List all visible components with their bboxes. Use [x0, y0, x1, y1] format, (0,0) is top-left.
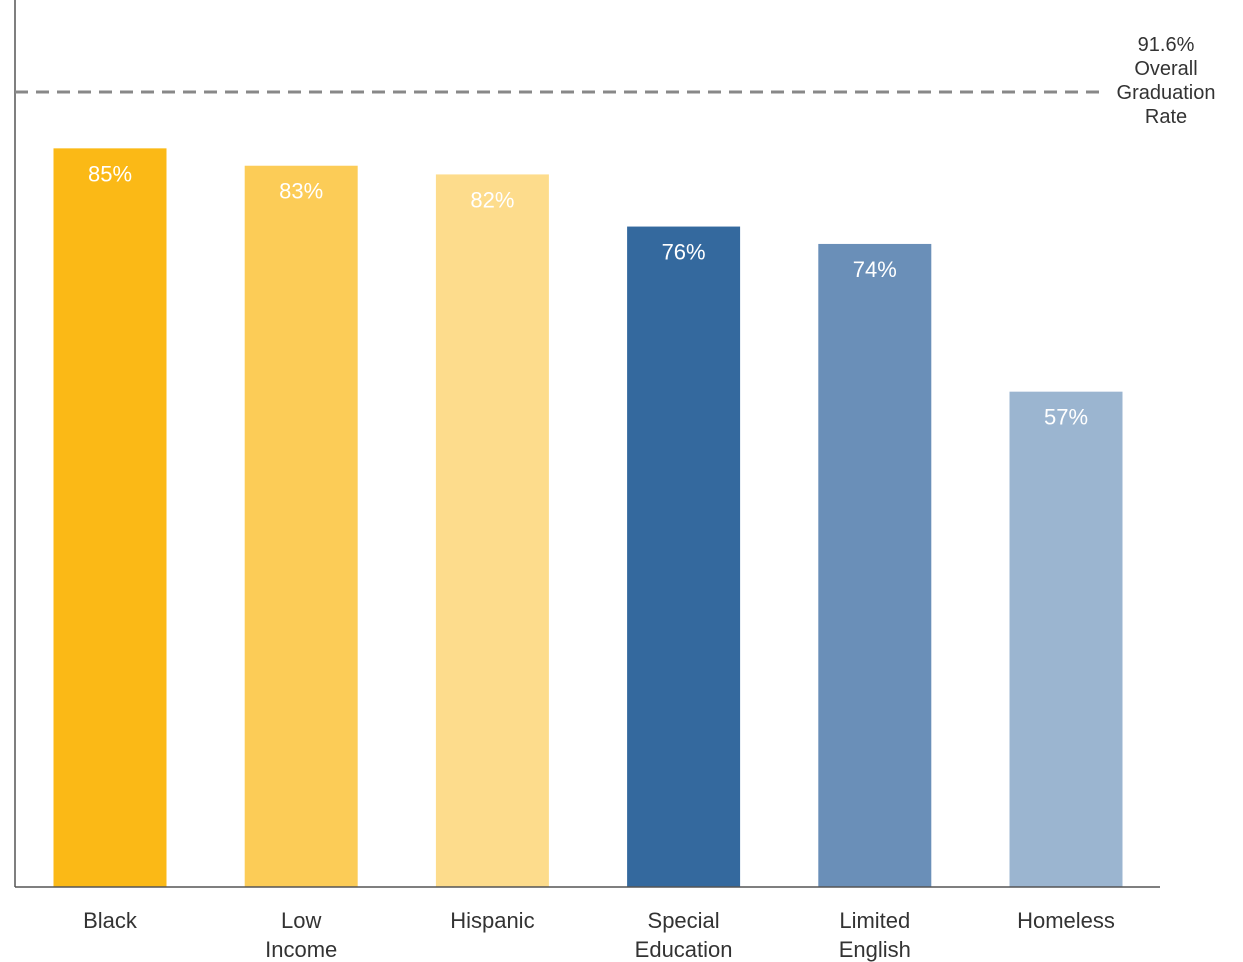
category-label-line: Homeless [1017, 908, 1115, 933]
reference-label-line: Graduation [1117, 82, 1216, 104]
category-label-line: Low [281, 908, 321, 933]
bar [627, 226, 741, 887]
category-label: Special Education [635, 908, 733, 962]
bar [818, 243, 932, 887]
category-label: Homeless [1017, 908, 1115, 933]
category-label-line: Income [265, 937, 337, 962]
bar [435, 174, 549, 888]
category-label-line: Hispanic [450, 908, 534, 933]
bar-value-label: 57% [1044, 405, 1088, 430]
axes-group [14, 0, 1160, 888]
category-label-line: Black [83, 908, 138, 933]
bar [244, 165, 358, 888]
reference-group: 91.6% Overall Graduation Rate [15, 34, 1215, 128]
category-label: Limited English [839, 908, 911, 962]
reference-label-line: Overall [1134, 58, 1197, 80]
reference-label-line: 91.6% [1138, 34, 1195, 56]
category-label-line: Limited [839, 908, 910, 933]
bar-value-label: 76% [662, 240, 706, 265]
overall-rate-label: 91.6% Overall Graduation Rate [1117, 34, 1216, 128]
category-label: Black [83, 908, 138, 933]
bar-value-label: 82% [470, 187, 514, 212]
bar-value-label: 74% [853, 257, 897, 282]
category-label-line: Special [648, 908, 720, 933]
bar-value-label: 83% [279, 179, 323, 204]
bars-group [53, 148, 1123, 888]
category-labels-group: Black Low Income Hispanic Special Education Li… [83, 908, 1115, 962]
bar-value-label: 85% [88, 161, 132, 186]
bar [53, 148, 167, 888]
category-label-line: Education [635, 937, 733, 962]
bar [1009, 391, 1123, 887]
value-labels-group: 85% 83% 82% 76% 74% 57% [88, 161, 1088, 429]
category-label-line: English [839, 937, 911, 962]
category-label: Hispanic [450, 908, 534, 933]
reference-label-line: Rate [1145, 106, 1187, 128]
category-label: Low Income [265, 908, 337, 962]
